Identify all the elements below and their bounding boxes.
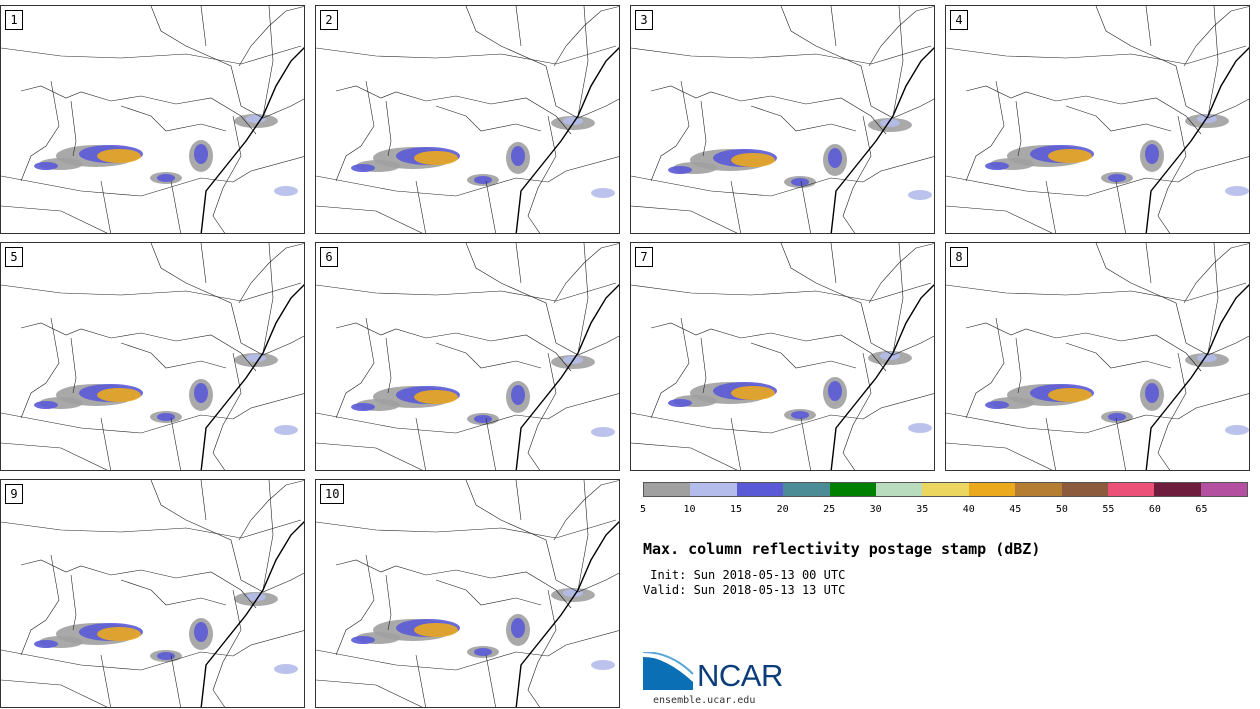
website-url: ensemble.ucar.edu [653,695,756,706]
map-image [631,243,934,470]
colorbar-tick-label: 10 [683,504,696,515]
colorbar-segment [1200,483,1248,496]
panel-number: 1 [5,10,23,30]
map-panel: 1 [0,5,305,234]
colorbar-segment [736,483,784,496]
map-image [946,243,1249,470]
init-time: Init: Sun 2018-05-13 00 UTC [643,568,846,582]
map-panel: 9 [0,479,305,708]
colorbar-tick-label: 40 [962,504,975,515]
colorbar [643,482,1248,497]
colorbar-segment [829,483,876,496]
colorbar-tick-label: 55 [1102,504,1115,515]
colorbar-segment [1015,483,1062,496]
panel-number: 7 [635,247,653,267]
colorbar-tick-label: 25 [823,504,836,515]
page-title: Max. column reflectivity postage stamp (… [643,540,1041,558]
colorbar-segment [1154,483,1201,496]
map-panel: 6 [315,242,620,471]
colorbar-segment [783,483,830,496]
map-panel: 8 [945,242,1250,471]
map-image [946,6,1249,233]
colorbar-tick-label: 50 [1055,504,1068,515]
map-panel: 10 [315,479,620,708]
colorbar-segment [1061,483,1108,496]
colorbar-tick-label: 65 [1195,504,1208,515]
colorbar-segment [644,483,691,496]
map-panel: 2 [315,5,620,234]
map-image [1,243,304,470]
colorbar-segment [690,483,737,496]
map-panel: 5 [0,242,305,471]
colorbar-segment [968,483,1016,496]
map-panel: 3 [630,5,935,234]
map-panel: 7 [630,242,935,471]
panel-number: 10 [320,484,345,504]
panel-number: 3 [635,10,653,30]
colorbar-tick-label: 5 [639,504,647,515]
map-image [1,480,304,707]
colorbar-tick-label: 35 [916,504,929,515]
map-image [316,243,619,470]
colorbar-tick-label: 45 [1009,504,1022,515]
ncar-logo [643,652,694,690]
panel-number: 9 [5,484,23,504]
panel-number: 4 [950,10,968,30]
colorbar-segment [922,483,969,496]
colorbar-tick-label: 30 [869,504,882,515]
colorbar-segment [1107,483,1155,496]
panel-number: 6 [320,247,338,267]
colorbar-segment [875,483,923,496]
colorbar-tick-label: 60 [1148,504,1161,515]
map-image [631,6,934,233]
colorbar-tick-label: 15 [730,504,743,515]
valid-time: Valid: Sun 2018-05-13 13 UTC [643,583,846,597]
colorbar-tick-label: 20 [776,504,789,515]
logo-text: NCAR [697,658,783,693]
map-panel: 4 [945,5,1250,234]
panel-number: 2 [320,10,338,30]
map-image [316,6,619,233]
panel-number: 8 [950,247,968,267]
panel-number: 5 [5,247,23,267]
map-image [316,480,619,707]
map-image [1,6,304,233]
